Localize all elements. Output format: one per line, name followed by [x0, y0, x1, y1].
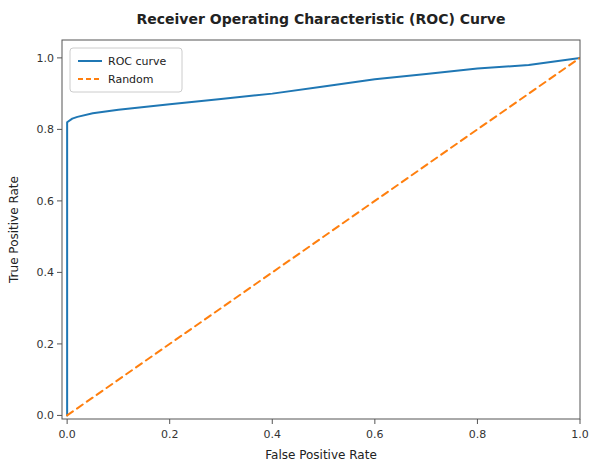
- legend-swatch: [78, 78, 102, 80]
- plot-frame: [62, 40, 580, 419]
- y-tick: [57, 57, 62, 58]
- legend-label: ROC curve: [108, 55, 167, 68]
- legend: ROC curve Random: [70, 48, 182, 92]
- x-tick: [374, 419, 375, 424]
- series-line: [67, 58, 580, 416]
- x-tick-label: 0.6: [366, 428, 384, 441]
- y-tick: [57, 415, 62, 416]
- y-tick-label: 0.6: [37, 195, 55, 208]
- legend-box: [70, 48, 182, 92]
- title: Receiver Operating Characteristic (ROC) …: [136, 11, 505, 27]
- y-tick: [57, 272, 62, 273]
- series-line: [67, 58, 580, 416]
- x-tick-label: 0.8: [469, 428, 487, 441]
- y-tick-label: 0.8: [37, 123, 55, 136]
- x-tick-label: 1.0: [571, 428, 589, 441]
- data: [67, 58, 580, 416]
- x-tick-label: 0.4: [264, 428, 282, 441]
- x-tick: [580, 419, 581, 424]
- x-tick-label: 0.2: [161, 428, 179, 441]
- page: {"chart_data": { "type": "line", "title"…: [0, 0, 600, 471]
- y-tick-label: 0.2: [37, 338, 55, 351]
- y-tick-label: 0.0: [37, 409, 55, 422]
- legend-label: Random: [108, 73, 154, 86]
- x-tick-label: 0.0: [58, 428, 76, 441]
- legend-swatch: [78, 60, 102, 62]
- y-tick: [57, 200, 62, 201]
- x-axis-label: False Positive Rate: [265, 448, 377, 462]
- axes: 0.0 0.2 0.4 0.6 0.8 1.0 0.0 0.2 0.4 0.6 0.8 1.0: [37, 52, 589, 441]
- y-axis-label: True Positive Rate: [7, 176, 21, 284]
- plot-background: [62, 40, 580, 419]
- x-tick: [169, 419, 170, 424]
- y-tick: [57, 129, 62, 130]
- x-tick: [67, 419, 68, 424]
- y-tick-label: 0.4: [37, 266, 55, 279]
- chart: 0.0 0.2 0.4 0.6 0.8 1.0 0.0 0.2 0.4 0.6 0.8 1.0 Rece…: [0, 0, 600, 471]
- y-tick-label: 1.0: [37, 52, 55, 65]
- x-tick: [272, 419, 273, 424]
- y-tick: [57, 343, 62, 344]
- x-tick: [477, 419, 478, 424]
